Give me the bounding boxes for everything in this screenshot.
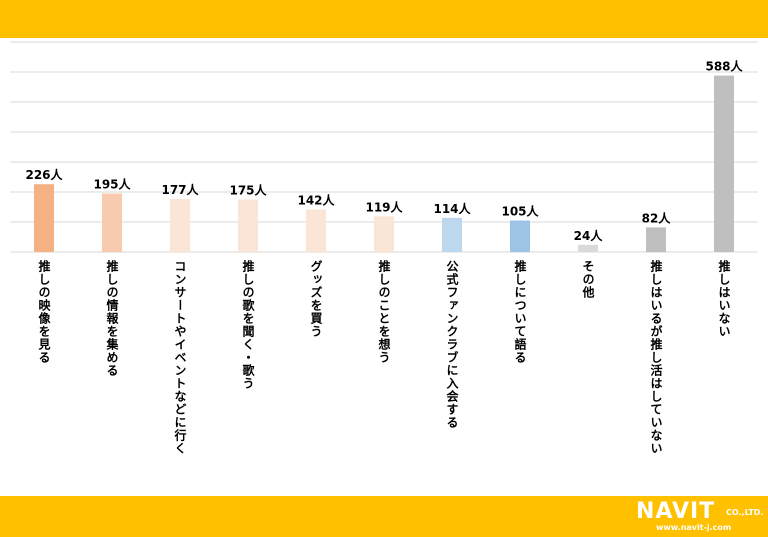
- chart-value-labels: 226人 195人 177人 175人 142人 119人 114人 105人 24人 82人 58…: [25, 59, 743, 243]
- category-label-9: その他: [581, 260, 595, 299]
- bar-7: [442, 217, 462, 252]
- category-label-6: 推しのことを想う: [377, 259, 391, 364]
- category-label-2: 推しの情報を集める: [105, 259, 119, 377]
- value-label-7: 114人: [433, 201, 471, 216]
- bar-1: [34, 184, 54, 252]
- bar-3: [170, 198, 190, 252]
- value-label-6: 119人: [365, 199, 403, 214]
- category-label-8: 推しについて語る: [513, 259, 527, 364]
- bar-5: [306, 209, 326, 252]
- bar-6: [374, 216, 394, 252]
- bar-11: [714, 75, 734, 252]
- value-label-11: 588人: [705, 59, 743, 74]
- value-label-1: 226人: [25, 167, 63, 182]
- value-label-10: 82人: [642, 210, 672, 225]
- category-label-4: 推しの歌を聞く・歌う: [241, 259, 255, 390]
- chart-grid: [10, 41, 758, 253]
- top-banner: [0, 0, 768, 38]
- value-label-8: 105人: [501, 204, 539, 219]
- bar-9: [578, 244, 598, 252]
- category-label-7: 公式ファンクラブに入会する: [445, 260, 459, 429]
- navit-logo: NAVIT CO.,LTD. www.navit-j.com: [636, 500, 764, 534]
- category-label-11: 推しはいない: [717, 259, 731, 338]
- bottom-banner: [0, 496, 768, 537]
- logo-url-text: www.navit-j.com: [656, 523, 732, 532]
- category-label-1: 推しの映像を見る: [37, 259, 51, 364]
- bar-2: [102, 193, 122, 252]
- bar-chart: 226人 195人 177人 175人 142人 119人 114人 105人 24人 82人 58…: [10, 41, 758, 455]
- logo-suffix-text: CO.,LTD.: [726, 508, 764, 517]
- category-label-5: グッズを買う: [309, 259, 323, 338]
- bar-4: [238, 199, 258, 252]
- category-label-3: コンサートやイベントなどに行く: [173, 260, 187, 455]
- value-label-4: 175人: [229, 183, 267, 198]
- chart-category-labels: 推しの映像を見る 推しの情報を集める コンサートやイベントなどに行く 推しの歌を聞く・…: [37, 259, 731, 455]
- bar-8: [510, 220, 530, 252]
- category-label-10: 推しはいるが推し活はしていない: [649, 259, 663, 455]
- value-label-3: 177人: [161, 182, 199, 197]
- logo-main-text: NAVIT: [636, 499, 716, 524]
- value-label-2: 195人: [93, 177, 131, 192]
- value-label-9: 24人: [574, 228, 604, 243]
- chart-bars: [34, 75, 734, 252]
- value-label-5: 142人: [297, 192, 335, 207]
- bar-10: [646, 227, 666, 252]
